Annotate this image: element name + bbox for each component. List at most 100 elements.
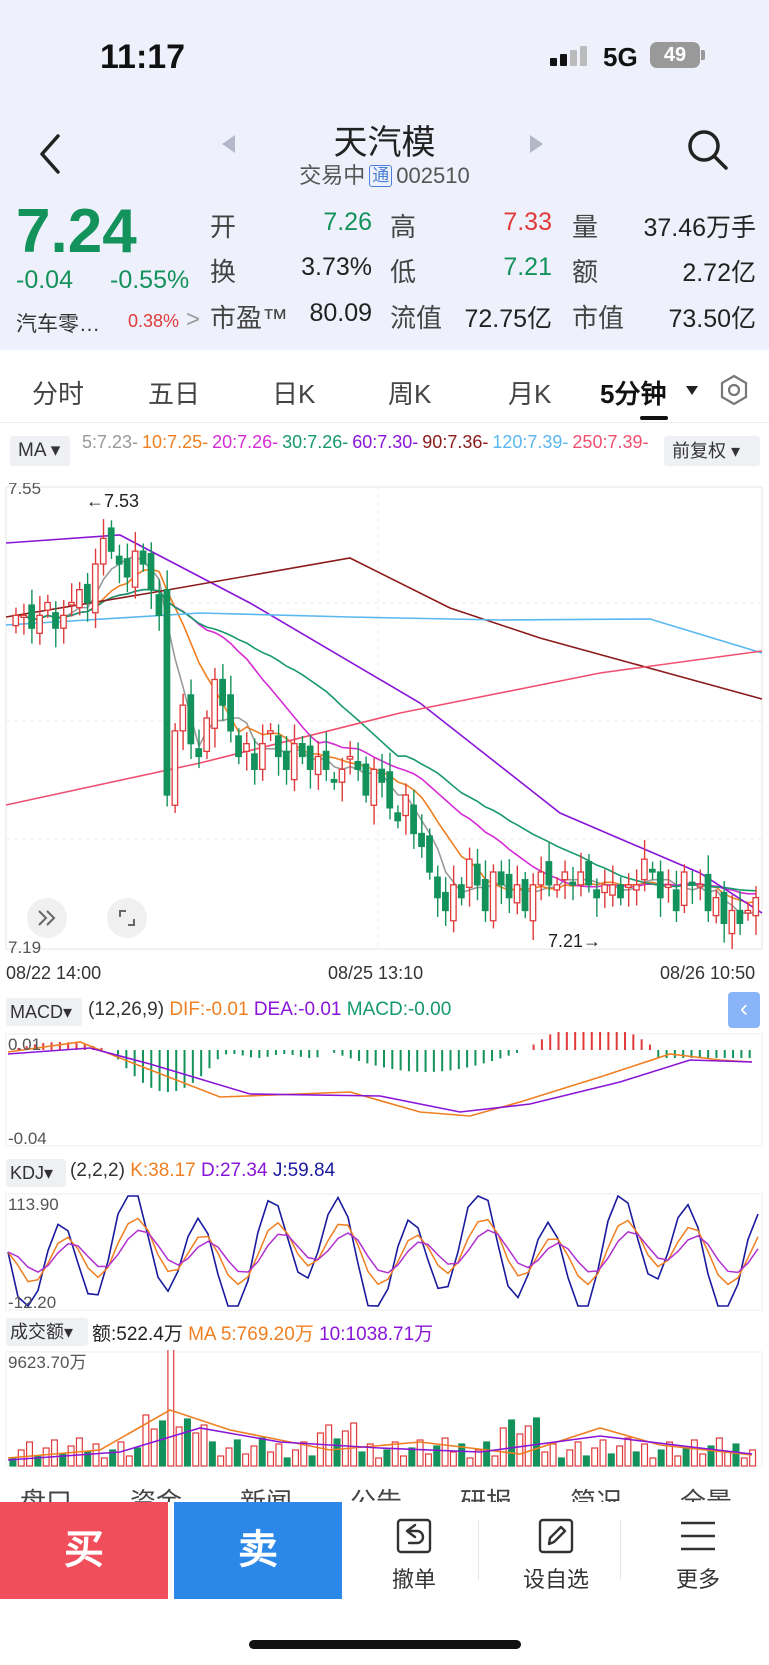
y-min-label: 7.19 [8, 938, 41, 957]
price-change-pct: -0.55% [110, 266, 190, 294]
info-tab[interactable]: 全景 [680, 1487, 733, 1504]
macd-params: (12,26,9) [88, 999, 165, 1020]
indicator-selector[interactable]: MA ▾ [10, 436, 70, 466]
kdj-legend: (2,2,2) K:38.17 D:27.34 J:59.84 [70, 1160, 335, 1182]
kline-chart[interactable]: 7.55 7.19 ←7.53 7.21→ [0, 483, 769, 957]
collapse-panel-icon[interactable]: ‹ [728, 992, 760, 1028]
adjust-label: 前复权 [672, 441, 726, 461]
quote-label: 开 [210, 212, 237, 242]
quote-value: 37.46万手 [643, 214, 756, 242]
kdj-y-top: 113.90 [8, 1195, 59, 1214]
dea-value: DEA:-0.01 [253, 999, 342, 1020]
back-icon[interactable] [36, 132, 64, 176]
period-tabs [0, 358, 769, 423]
sector-pct: 0.38% [128, 311, 180, 331]
kdj-selector[interactable]: KDJ▾ [6, 1159, 66, 1187]
info-tab[interactable]: 盘口 [20, 1487, 73, 1504]
volume-selector[interactable]: 成交额▾ [6, 1318, 88, 1346]
volume-y-top: 9623.70万 [8, 1353, 86, 1372]
tab-underline [640, 416, 668, 420]
info-tabs: 盘口 资金 新闻 公告 研报 简况 全景 [0, 1470, 769, 1504]
quote-panel [0, 190, 769, 350]
menu-icon[interactable] [679, 1517, 717, 1555]
ma-legend-item: 120:7.39- [492, 432, 569, 452]
price-change: -0.04 [16, 266, 73, 294]
tab-timeshare[interactable]: 分时 [32, 379, 85, 409]
quote-value: 7.26 [323, 208, 372, 236]
home-indicator [249, 1640, 521, 1649]
tong-badge: 通 [369, 165, 393, 187]
more-label[interactable]: 更多 [675, 1567, 720, 1592]
quote-value: 73.50亿 [668, 305, 756, 333]
quote-value: 72.75亿 [464, 305, 552, 333]
quote-value: 80.09 [309, 299, 372, 327]
prev-stock-icon[interactable] [222, 135, 235, 153]
battery-nub [701, 50, 705, 60]
volume-name: 成交额 [10, 1322, 64, 1342]
macd-chart: 0.01 -0.04 [5, 1032, 763, 1148]
cancel-order-icon[interactable] [395, 1517, 433, 1555]
tab-monthly-k[interactable]: 月K [508, 379, 552, 409]
battery-icon: 49 [650, 42, 700, 68]
info-tab[interactable]: 研报 [460, 1487, 513, 1504]
quote-label: 低 [390, 257, 417, 287]
settings-icon[interactable] [718, 374, 750, 406]
ma-legend-item: 30:7.26- [282, 432, 349, 452]
tab-five-day[interactable]: 五日 [148, 379, 201, 409]
info-tab[interactable]: 新闻 [240, 1487, 293, 1504]
quote-value: 7.33 [503, 208, 552, 236]
cancel-order-label[interactable]: 撤单 [391, 1567, 436, 1592]
quote-label: 流值 [390, 303, 443, 333]
divider [620, 1520, 621, 1580]
sector-link[interactable]: 汽车零… [16, 313, 100, 336]
macd-selector[interactable]: MACD▾ [6, 998, 82, 1026]
vol-ma10-value: 10:1038.71万 [319, 1324, 434, 1345]
indicator-label: MA [18, 440, 46, 461]
fullscreen-icon[interactable] [107, 898, 147, 938]
ma-legend-item: 10:7.25- [142, 432, 209, 452]
quote-label: 额 [572, 257, 599, 287]
network-label: 5G [603, 42, 638, 72]
tab-weekly-k[interactable]: 周K [388, 379, 432, 409]
add-watchlist-label[interactable]: 设自选 [522, 1567, 589, 1592]
kdj-name: KDJ [10, 1163, 45, 1183]
tab-5min[interactable]: 5分钟 [600, 379, 667, 409]
dif-value: DIF:-0.01 [169, 999, 249, 1020]
y-max-label: 7.55 [8, 483, 41, 498]
x-label-end: 08/26 10:50 [660, 963, 756, 983]
ma-legend-item: 60:7.30- [352, 432, 419, 452]
buy-button[interactable]: 买 [0, 1502, 168, 1599]
ma-legend-item: 20:7.26- [212, 432, 279, 452]
ma-legend-item: 90:7.36- [422, 432, 489, 452]
x-label-start: 08/22 14:00 [6, 963, 102, 983]
macd-name: MACD [10, 1002, 63, 1022]
search-icon[interactable] [686, 128, 730, 172]
info-tab[interactable]: 资金 [130, 1487, 183, 1504]
tab-daily-k[interactable]: 日K [272, 379, 316, 409]
next-stock-icon[interactable] [530, 135, 543, 153]
chevron-right-icon[interactable]: > [186, 306, 201, 333]
j-value: J:59.84 [272, 1160, 336, 1181]
volume-legend: 额:522.4万 MA 5:769.20万 10:1038.71万 [92, 1319, 433, 1346]
info-tab[interactable]: 公告 [350, 1487, 403, 1504]
ma-legend-item: 5:7.23- [82, 432, 139, 452]
adjust-selector[interactable]: 前复权 ▾ [664, 436, 760, 466]
chart-grid [5, 486, 763, 950]
stock-status-line: 交易中通 002510 [0, 158, 769, 190]
expand-icon[interactable] [27, 898, 67, 938]
info-tab[interactable]: 简况 [570, 1487, 623, 1504]
candles [12, 519, 760, 949]
quote-label: 量 [572, 212, 599, 242]
vol-ma5-value: MA 5:769.20万 [188, 1324, 314, 1345]
d-value: D:27.34 [200, 1160, 268, 1181]
quote-value: 3.73% [301, 253, 372, 281]
macd-value: MACD:-0.00 [346, 999, 452, 1020]
quote-value: 7.21 [503, 253, 552, 281]
quote-label: 市值 [572, 303, 625, 333]
divider [478, 1520, 479, 1580]
ma-legend-item: 250:7.39- [572, 432, 649, 452]
add-watchlist-icon[interactable] [537, 1517, 575, 1555]
macd-legend: (12,26,9) DIF:-0.01 DEA:-0.01 MACD:-0.00 [88, 999, 451, 1021]
sell-button[interactable]: 卖 [174, 1502, 342, 1599]
dropdown-icon[interactable] [686, 386, 698, 395]
